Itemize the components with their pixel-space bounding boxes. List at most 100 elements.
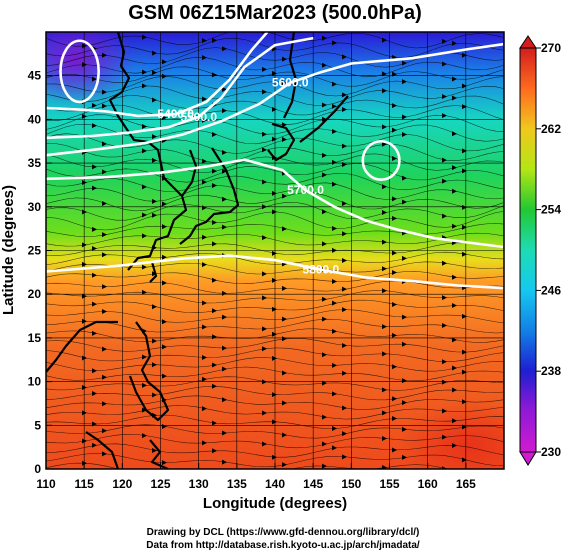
streamline-arrow [282,316,287,322]
streamline-arrow [462,204,467,210]
streamline-arrow [222,290,227,296]
streamline-arrow [382,465,387,469]
streamline-arrow [402,79,407,85]
streamline-arrow [382,184,387,190]
streamline-arrow [92,76,97,82]
streamline-arrow [82,113,87,119]
streamline-arrow [222,46,227,52]
streamline-arrow [212,131,217,137]
y-tick-label: 25 [28,244,42,258]
streamline-arrow [392,127,397,133]
streamline-arrow [202,234,207,240]
streamline-arrow [102,374,107,380]
streamline-arrow [102,169,107,175]
streamline-arrow [262,410,267,416]
streamline-arrow [202,55,207,61]
y-tick-label: 35 [28,156,42,170]
streamline-arrow [212,420,217,426]
streamline-arrow [142,124,147,130]
streamline-arrow [392,396,397,402]
contour-line [46,36,314,140]
streamline-arrow [462,83,467,89]
streamline-arrow [342,143,347,149]
x-tick-label: 145 [303,477,323,491]
streamline-arrow [402,314,407,320]
streamline-arrow [102,201,107,207]
coastline-hokkaido [267,122,296,162]
streamline [46,192,504,212]
coastlines [46,32,349,469]
streamline-arrow [322,62,327,68]
streamline-arrow [92,226,97,232]
streamline [46,104,504,126]
streamline-arrow [442,408,447,414]
streamline-arrow [222,108,227,114]
streamline-arrow [152,448,157,454]
streamline-arrow [282,400,287,406]
contour-label: 5400.0 [157,107,194,121]
streamline-arrow [382,239,387,245]
streamline-arrow [262,295,267,301]
streamline-arrow [332,81,337,87]
streamline [46,163,504,183]
x-tick-label: 130 [189,477,209,491]
streamline-arrow [402,114,407,120]
streamline-arrow [262,179,267,185]
streamline-arrow [442,61,447,67]
streamline [46,56,504,78]
contour-label: 5800.0 [302,263,339,277]
y-tick-label: 15 [28,331,42,345]
streamline [46,261,504,275]
streamline-arrow [392,250,397,256]
streamline-arrow [222,366,227,372]
streamline-arrow [92,301,97,307]
streamline-arrow [212,241,217,247]
streamline-arrow [342,161,347,167]
streamline-arrow [282,370,287,376]
x-axis-ticks: 110 115 120 125 130 135 140 145 150 155 160 165 [36,463,476,491]
streamline-arrow [332,391,337,397]
x-tick-label: 160 [418,477,438,491]
streamline-arrow [272,277,277,283]
streamline-arrow [382,288,387,294]
streamline-arrow [102,451,107,457]
streamline-arrow [452,165,457,171]
coastline-korea [181,149,198,197]
streamline-arrow [462,399,467,405]
streamline-arrow [142,382,147,388]
streamline-arrow [152,97,157,103]
streamline-arrow [382,141,387,147]
streamline-arrow [102,52,107,58]
streamline-arrow [342,405,347,411]
streamline-arrow [442,178,447,184]
streamline [46,251,504,266]
streamline-arrow [342,370,347,376]
streamline-arrow [332,300,337,306]
coastline-borneo [85,431,120,469]
streamline-arrow [342,307,347,313]
streamline [46,280,504,294]
x-tick-label: 155 [379,477,399,491]
streamline-arrow [162,280,167,286]
streamline-arrow [282,136,287,142]
streamline-arrow [322,209,327,215]
streamline-arrow [202,179,207,185]
streamline-arrow [102,232,107,238]
streamline-arrow [392,215,397,221]
streamline-arrow [262,271,267,277]
streamline-arrow [162,254,167,260]
streamline-arrow [92,330,97,336]
streamline-arrow [262,89,267,95]
streamline-arrow [142,83,147,89]
colorbar-tick-label: 238 [541,364,561,378]
x-tick-label: 120 [112,477,132,491]
colorbar-tick-label: 230 [541,445,561,459]
streamline [46,223,504,237]
streamline-arrow [332,40,337,46]
streamline-arrow [462,313,467,319]
streamline-arrow [212,362,217,368]
streamline-arrow [102,141,107,147]
streamline-arrow [452,365,457,371]
streamline-arrow [222,86,227,92]
colorbar-scale [519,47,537,453]
